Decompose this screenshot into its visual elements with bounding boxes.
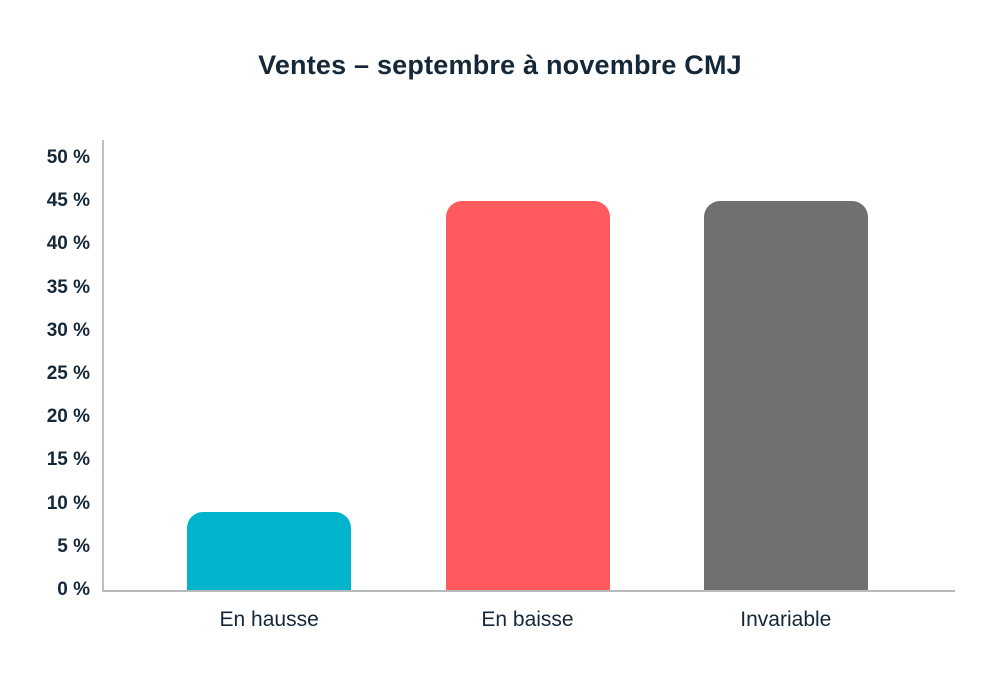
y-tick-label: 45 %	[46, 190, 90, 212]
y-tick-label: 5 %	[57, 535, 90, 557]
y-tick-label: 10 %	[46, 492, 90, 514]
y-tick-label: 40 %	[46, 233, 90, 255]
bar-invariable	[703, 201, 868, 590]
x-axis-category-label: En baisse	[481, 608, 574, 631]
x-axis-category-label: En hausse	[219, 608, 319, 631]
y-tick-label: 30 %	[46, 319, 90, 341]
y-axis-line	[102, 140, 104, 590]
y-tick-label: 25 %	[46, 363, 90, 384]
x-axis-line	[102, 590, 955, 592]
y-tick-label: 0 %	[57, 579, 90, 600]
x-axis-category-label: Invariable	[740, 608, 832, 631]
y-tick-label: 20 %	[46, 406, 90, 428]
y-tick-label: 35 %	[46, 276, 90, 298]
y-tick-label: 50 %	[46, 147, 90, 168]
chart-title: Ventes – septembre à novembre CMJ	[258, 50, 742, 80]
y-tick-label: 15 %	[46, 449, 90, 471]
bar-en-hausse	[187, 512, 352, 590]
bar-en-baisse	[445, 201, 610, 590]
